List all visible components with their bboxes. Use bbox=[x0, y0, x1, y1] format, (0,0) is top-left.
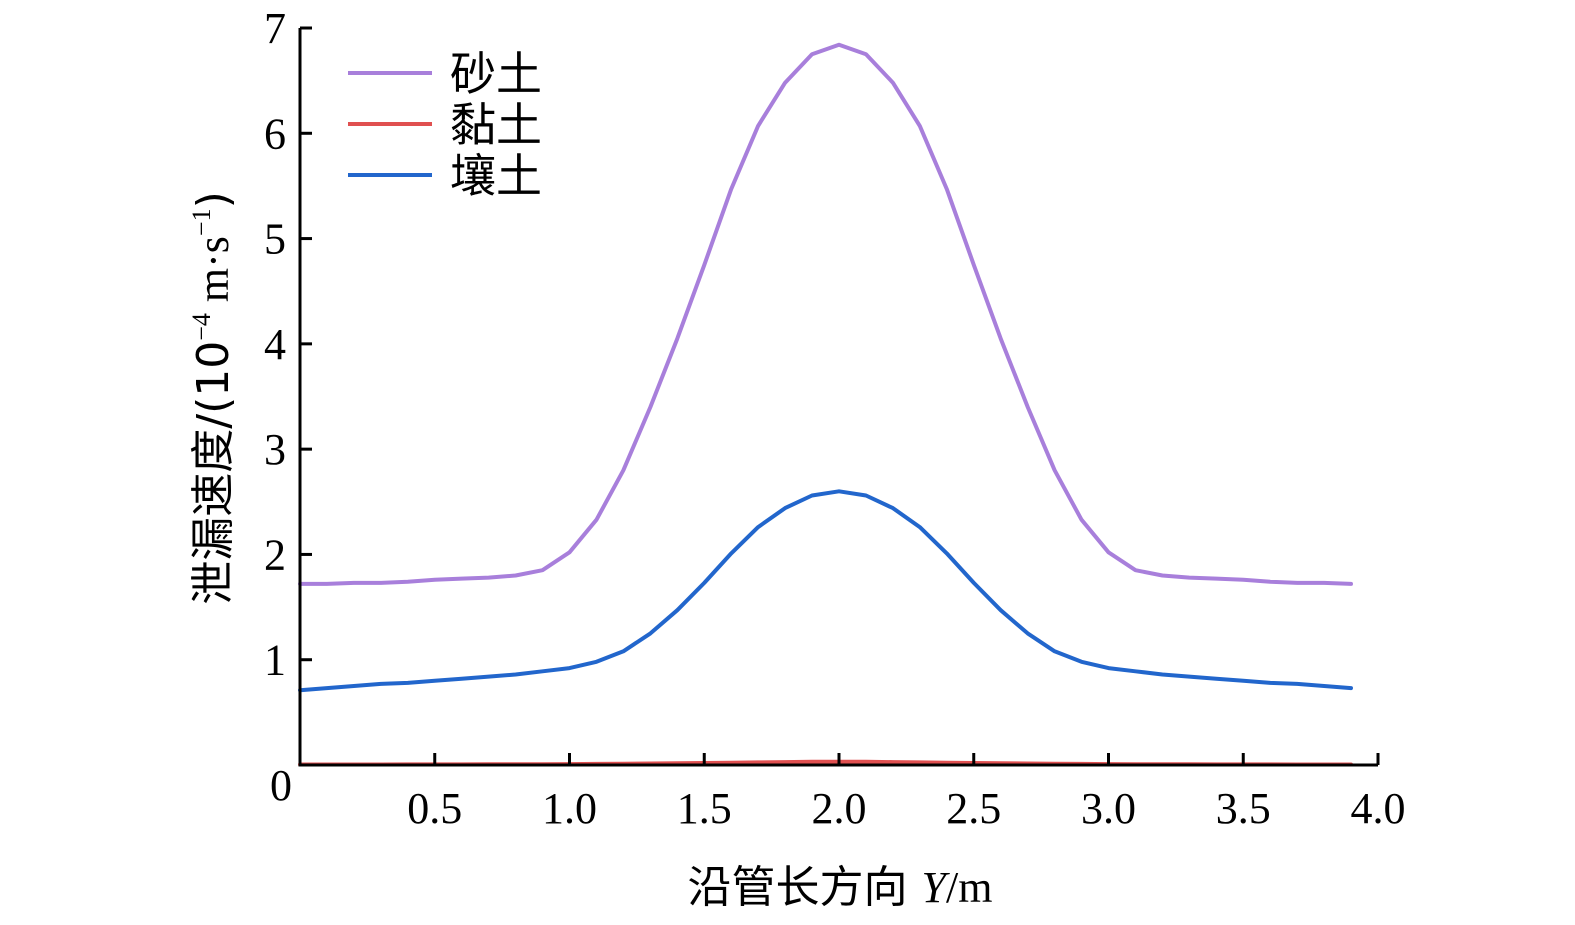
legend-label: 黏土 bbox=[450, 98, 542, 152]
x-tick-label: 3.5 bbox=[1216, 784, 1271, 833]
x-tick-label: 0.5 bbox=[407, 784, 462, 833]
y-tick-label: 2 bbox=[264, 530, 286, 579]
x-tick-label: 3.0 bbox=[1081, 784, 1136, 833]
x-tick-label: 2.0 bbox=[812, 784, 867, 833]
series-line-3 bbox=[298, 489, 1353, 693]
y-tick-label: 4 bbox=[264, 320, 286, 369]
legend-label: 壤土 bbox=[450, 149, 542, 203]
y-tick-label: 1 bbox=[264, 636, 286, 685]
y-tick-label: 5 bbox=[264, 215, 286, 264]
y-axis-title: 泄漏速度/(10−4 m·s−1) bbox=[187, 191, 239, 605]
y-ticks: 0 1 2 3 4 5 6 7 bbox=[264, 4, 312, 810]
legend-label: 砂土 bbox=[450, 47, 542, 101]
x-tick-label: 1.0 bbox=[542, 784, 597, 833]
x-tick-label: 4.0 bbox=[1351, 784, 1406, 833]
y-tick-label: 3 bbox=[264, 425, 286, 474]
y-tick-label: 0 bbox=[270, 761, 292, 810]
y-tick-label: 6 bbox=[264, 109, 286, 158]
x-tick-label: 2.5 bbox=[946, 784, 1001, 833]
y-tick-label: 7 bbox=[264, 4, 286, 53]
x-tick-label: 1.5 bbox=[677, 784, 732, 833]
x-ticks: 0.5 1.0 1.5 2.0 2.5 3.0 3.5 4.0 bbox=[407, 753, 1406, 833]
series-line-1 bbox=[298, 42, 1353, 586]
x-axis-title: 沿管长方向 Y/m bbox=[688, 862, 993, 913]
